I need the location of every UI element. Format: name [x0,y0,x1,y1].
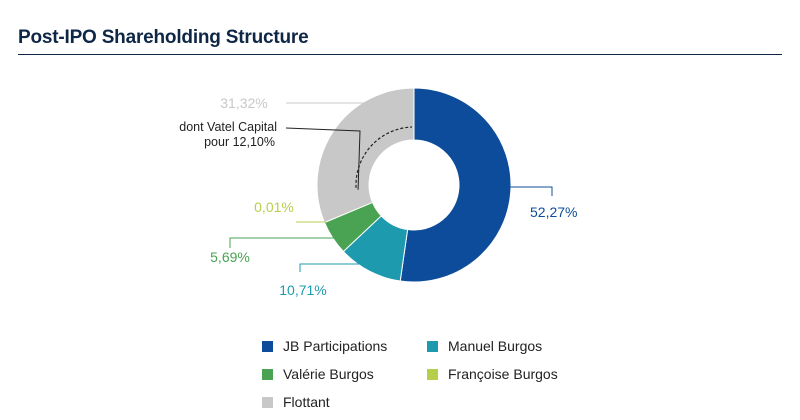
legend-item-flottant: Flottant [262,394,330,410]
slice-flottant [316,87,415,224]
legend-label-flottant: Flottant [283,394,330,410]
leader-line-jb-participations [510,186,553,196]
vatel-dashed-arc [355,126,412,188]
legend-item-manuel-burgos: Manuel Burgos [427,338,542,354]
legend-swatch-francoise-burgos [427,368,438,380]
legend-label-jb-participations: JB Participations [283,338,388,354]
annotation-line-2: pour 12,10% [204,135,275,149]
legend-swatch-flottant [262,396,273,408]
annotation-line-1: dont Vatel Capital [179,120,277,134]
data-label-francoise-burgos: 0,01% [254,199,294,215]
legend-swatch-manuel-burgos [427,340,438,352]
legend-label-manuel-burgos: Manuel Burgos [448,338,543,354]
legend-item-valerie-burgos: Valérie Burgos [262,366,374,382]
data-label-valerie-burgos: 5,69% [210,249,250,265]
legend-swatch-valerie-burgos [262,368,273,380]
vatel-leader-line [285,127,361,190]
chart-title: Post-IPO Shareholding Structure [18,27,309,48]
legend-item-jb-participations: JB Participations [262,338,387,354]
data-label-manuel-burgos: 10,71% [279,282,326,298]
data-label-flottant: 31,32% [220,95,267,111]
legend-swatch-jb-participations [262,340,273,352]
legend-item-francoise-burgos: Françoise Burgos [427,366,558,382]
data-label-jb-participations: 52,27% [530,204,577,220]
leader-line-manuel-burgos [299,263,364,272]
title-divider [18,54,782,55]
legend-label-valerie-burgos: Valérie Burgos [283,366,374,382]
slice-jb-participations [399,87,512,283]
legend-label-francoise-burgos: Françoise Burgos [448,366,558,382]
leader-line-valerie-burgos [229,237,336,248]
donut-chart: 52,27% 10,71% 5,69% 0,01% 31,32% dont Vatel C… [179,87,577,298]
